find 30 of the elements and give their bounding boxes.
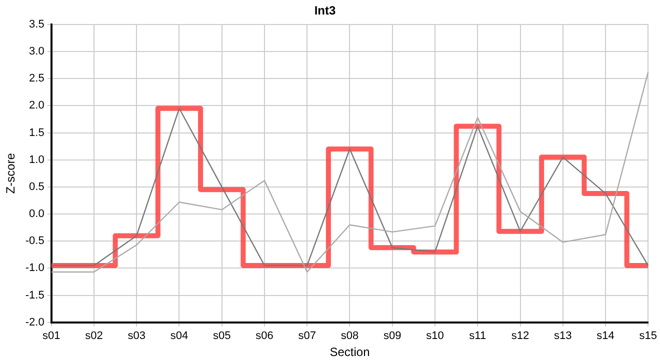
x-tick-label: s12 [511,330,530,342]
x-tick-label: s15 [639,330,658,342]
y-tick-label: 2.0 [29,100,44,112]
x-tick-label: s10 [426,330,444,342]
y-tick-label: 3.0 [29,46,44,58]
x-tick-label: s06 [256,330,274,342]
y-tick-label: 0.0 [29,208,44,220]
x-tick-label: s09 [383,330,402,342]
chart-title: Int3 [314,4,336,18]
x-tick-label: s08 [340,330,359,342]
y-tick-label: -2.0 [25,316,44,328]
y-tick-label: 1.5 [29,126,44,139]
x-axis-title: Section [330,345,370,360]
x-tick-label: s02 [85,330,103,342]
x-tick-label: s01 [42,330,60,342]
x-tick-label: s13 [554,330,572,342]
y-tick-label: -0.5 [25,235,44,248]
y-tick-label: -1.0 [25,262,44,274]
y-tick-label: 2.5 [29,72,44,85]
x-tick-label: s14 [596,330,614,342]
y-tick-label: 3.5 [29,18,44,30]
x-tick-label: s05 [212,330,231,342]
y-tick-label: 1.0 [29,154,44,166]
x-tick-label: s11 [469,330,486,342]
y-tick-label: 0.5 [29,180,44,193]
y-tick-label: -1.5 [25,289,44,302]
y-axis-title: Z-score [4,152,18,194]
x-tick-label: s03 [128,330,146,342]
x-tick-label: s04 [170,330,188,342]
x-tick-label: s07 [298,330,316,342]
